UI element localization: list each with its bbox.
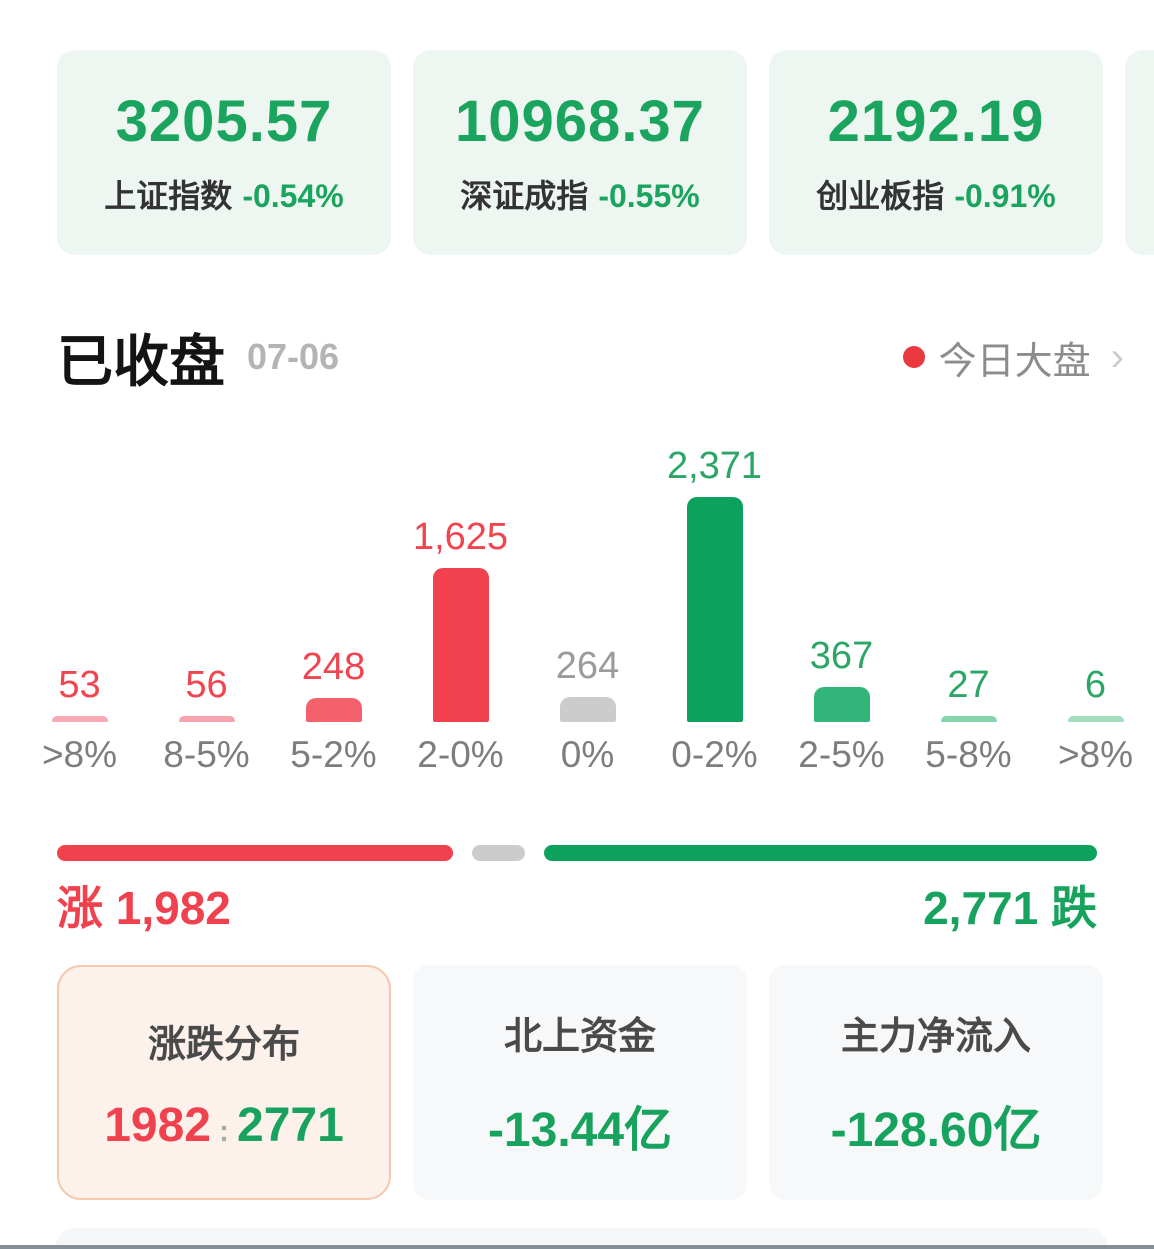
distribution-bar	[432, 568, 489, 722]
chart-column: 264 0%	[524, 445, 651, 776]
index-change: -0.54%	[242, 178, 344, 214]
today-market-link[interactable]: 今日大盘 ›	[902, 330, 1124, 385]
today-market-label: 今日大盘	[938, 340, 1091, 383]
down-count-value: 2771	[237, 1098, 344, 1152]
index-card-chinext[interactable]: 2192.19 创业板指 -0.91%	[769, 50, 1103, 255]
distribution-chart: 53 >8% 56 8-5% 248 5-2% 1,625 2-0% 264 0% 2,371 0-2…	[16, 445, 1154, 776]
chevron-right-icon: ›	[1110, 334, 1124, 379]
chart-column: 248 5-2%	[270, 445, 397, 776]
axis-tick-label: >8%	[41, 734, 118, 775]
index-card-shanghai[interactable]: 3205.57 上证指数 -0.54%	[57, 50, 391, 255]
bar-value-label: 1,625	[412, 516, 509, 558]
main-inflow-value: -128.60亿	[830, 1104, 1042, 1157]
axis-tick-label: 5-8%	[925, 734, 1012, 775]
bar-value-label: 6	[1084, 664, 1107, 706]
card-northbound-funds[interactable]: 北上资金 -13.44亿	[413, 965, 747, 1200]
index-change: -0.55%	[598, 178, 700, 214]
axis-tick-label: >8%	[1057, 734, 1134, 775]
index-value: 10968.37	[455, 89, 705, 154]
advance-decline-bar	[57, 845, 1097, 861]
northbound-value: -13.44亿	[487, 1104, 673, 1157]
chart-column: 367 2-5%	[778, 445, 905, 776]
index-value: 2192.19	[827, 89, 1045, 154]
index-value: 3205.57	[115, 89, 333, 154]
status-row: 已收盘 07-06 今日大盘 ›	[57, 322, 1124, 393]
card-main-net-inflow[interactable]: 主力净流入 -128.60亿	[769, 965, 1103, 1200]
axis-tick-label: 2-5%	[798, 734, 885, 775]
index-card-row: 3205.57 上证指数 -0.54% 10968.37 深证成指 -0.55%…	[57, 50, 1154, 255]
summary-card-row: 涨跌分布 1982 : 2771 北上资金 -13.44亿 主力净流入 -128…	[57, 965, 1103, 1200]
bar-value-label: 27	[947, 664, 990, 706]
chart-column: 2,371 0-2%	[651, 445, 778, 776]
distribution-bar	[51, 716, 108, 722]
distribution-bar	[178, 716, 235, 722]
chart-column: 53 >8%	[16, 445, 143, 776]
bar-value-label: 367	[809, 635, 874, 677]
axis-tick-label: 8-5%	[163, 734, 250, 775]
advance-segment	[57, 845, 453, 861]
advance-count: 涨 1,982	[57, 882, 231, 934]
bar-value-label: 56	[185, 664, 228, 706]
distribution-bar	[940, 716, 997, 722]
card-title: 主力净流入	[840, 1016, 1031, 1058]
bar-value-label: 264	[555, 645, 620, 687]
distribution-bar	[305, 698, 362, 722]
card-title: 北上资金	[503, 1016, 656, 1058]
axis-tick-label: 0-2%	[671, 734, 758, 775]
axis-tick-label: 0%	[560, 734, 615, 775]
card-distribution[interactable]: 涨跌分布 1982 : 2771	[57, 965, 391, 1200]
chart-column: 56 8-5%	[143, 445, 270, 776]
ratio-separator: :	[219, 1114, 229, 1148]
index-card-partial[interactable]	[1125, 50, 1154, 255]
index-name: 上证指数	[104, 178, 233, 214]
decline-segment	[543, 845, 1097, 861]
index-card-shenzhen[interactable]: 10968.37 深证成指 -0.55%	[413, 50, 747, 255]
bar-value-label: 53	[58, 664, 101, 706]
chart-column: 6 >8%	[1032, 445, 1154, 776]
index-name: 创业板指	[816, 178, 945, 214]
bottom-edge-line	[0, 1245, 1154, 1249]
red-dot-icon	[902, 346, 925, 368]
up-count-value: 1982	[104, 1098, 211, 1152]
advance-decline-text: 涨 1,982 2,771 跌	[57, 872, 1097, 938]
flat-segment	[471, 845, 525, 861]
decline-count: 2,771 跌	[923, 882, 1097, 934]
market-status-date: 07-06	[247, 336, 340, 377]
card-title: 涨跌分布	[147, 1023, 300, 1066]
chart-column: 27 5-8%	[905, 445, 1032, 776]
index-name: 深证成指	[460, 178, 589, 214]
distribution-bar	[686, 497, 743, 722]
distribution-bar	[559, 697, 616, 722]
distribution-bar	[813, 687, 870, 722]
bar-value-label: 2,371	[666, 445, 763, 487]
bar-value-label: 248	[301, 646, 366, 688]
axis-tick-label: 5-2%	[290, 734, 377, 775]
axis-tick-label: 2-0%	[417, 734, 504, 775]
next-section-peek	[55, 1228, 1108, 1249]
market-status-title: 已收盘	[57, 329, 225, 393]
distribution-bar	[1067, 716, 1124, 722]
chart-column: 1,625 2-0%	[397, 445, 524, 776]
index-change: -0.91%	[954, 178, 1056, 214]
